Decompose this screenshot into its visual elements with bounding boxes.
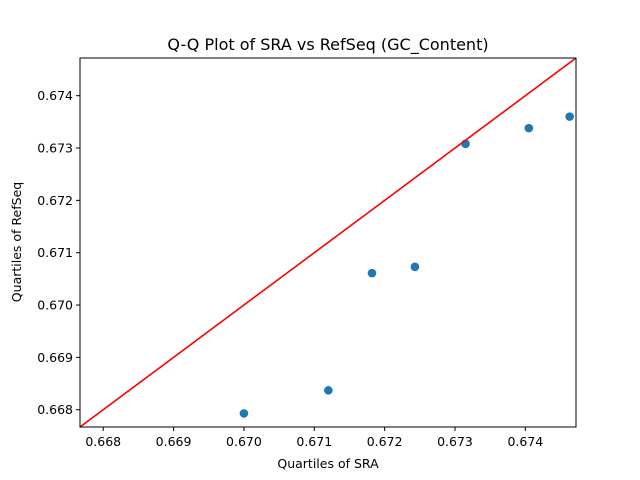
data-point bbox=[410, 262, 420, 272]
x-tick-label: 0.674 bbox=[507, 434, 543, 449]
y-tick-label: 0.671 bbox=[37, 245, 73, 260]
y-tick-label: 0.668 bbox=[37, 402, 73, 417]
y-tick-label: 0.670 bbox=[37, 298, 73, 313]
x-tick-label: 0.671 bbox=[296, 434, 332, 449]
chart-title: Q-Q Plot of SRA vs RefSeq (GC_Content) bbox=[167, 35, 488, 55]
x-tick-label: 0.673 bbox=[437, 434, 473, 449]
y-tick-label: 0.674 bbox=[37, 88, 73, 103]
data-point bbox=[565, 112, 574, 121]
y-tick-label: 0.669 bbox=[37, 350, 73, 365]
y-axis-label: Quartiles of RefSeq bbox=[9, 182, 24, 302]
plot-frame bbox=[79, 57, 577, 428]
y-tick-label: 0.672 bbox=[37, 193, 73, 208]
y-tick-label: 0.673 bbox=[37, 141, 73, 156]
plot-area: 0.668 0.669 0.670 0.671 0.672 0.673 0.674 0.668… bbox=[37, 57, 577, 449]
x-tick-label: 0.672 bbox=[367, 434, 403, 449]
data-point bbox=[367, 268, 377, 278]
x-axis-label: Quartiles of SRA bbox=[277, 456, 379, 471]
x-tick-label: 0.668 bbox=[85, 434, 121, 449]
x-tick-label: 0.670 bbox=[226, 434, 262, 449]
reference-line bbox=[80, 58, 576, 427]
data-point bbox=[524, 123, 534, 133]
x-tick-label: 0.669 bbox=[156, 434, 192, 449]
data-point bbox=[324, 386, 333, 395]
data-point bbox=[239, 409, 249, 418]
